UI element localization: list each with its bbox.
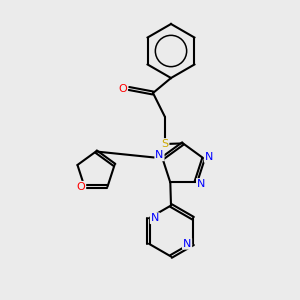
Text: S: S	[161, 139, 169, 149]
Text: N: N	[205, 152, 213, 162]
Text: O: O	[76, 182, 85, 192]
Text: N: N	[151, 213, 159, 223]
Text: N: N	[155, 150, 164, 160]
Text: N: N	[197, 179, 205, 189]
Text: N: N	[183, 239, 191, 249]
Text: O: O	[118, 83, 127, 94]
